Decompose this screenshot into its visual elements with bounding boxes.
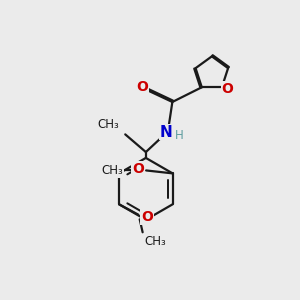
Text: H: H — [175, 129, 184, 142]
Text: CH₃: CH₃ — [102, 164, 124, 177]
Text: N: N — [160, 124, 173, 140]
Text: O: O — [136, 80, 148, 94]
Text: O: O — [132, 162, 144, 176]
Text: CH₃: CH₃ — [97, 118, 119, 131]
Text: O: O — [221, 82, 233, 96]
Text: CH₃: CH₃ — [144, 235, 166, 248]
Text: O: O — [141, 210, 153, 224]
